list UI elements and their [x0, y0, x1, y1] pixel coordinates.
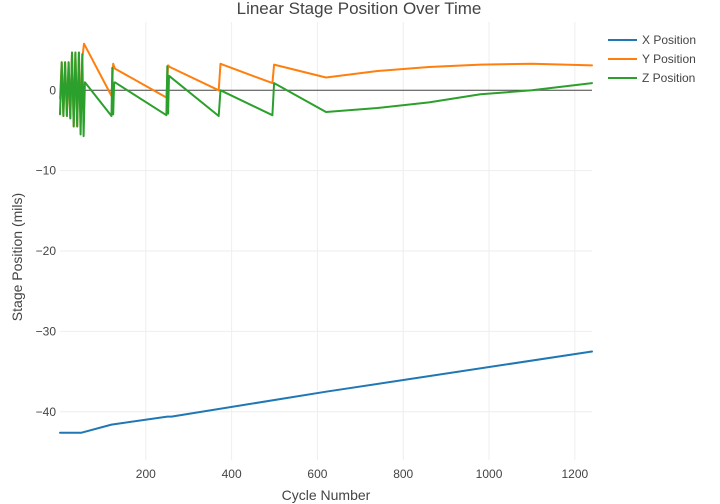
legend-label: X Position — [642, 33, 696, 47]
x-tick-label: 1000 — [476, 467, 503, 481]
x-tick-label: 400 — [222, 467, 242, 481]
chart-title: Linear Stage Position Over Time — [237, 0, 482, 18]
legend-item[interactable]: Z Position — [608, 71, 695, 85]
x-tick-label: 200 — [136, 467, 156, 481]
x-tick-label: 1200 — [561, 467, 588, 481]
x-tick-label: 800 — [393, 467, 413, 481]
tick-labels: 200 400 600 800 1000 1200 −40 −30 −20 −10 0 — [36, 83, 589, 481]
y-tick-label: −20 — [36, 244, 57, 258]
y-axis-title: Stage Position (mils) — [9, 193, 25, 321]
legend-label: Z Position — [642, 71, 695, 85]
legend: X Position Y Position Z Position — [608, 33, 696, 85]
y-tick-label: −10 — [36, 164, 57, 178]
x-axis-title: Cycle Number — [282, 487, 371, 503]
series-line-z-position — [59, 51, 593, 138]
series-line-y-position — [59, 42, 593, 128]
y-tick-label: −40 — [36, 405, 57, 419]
plot-area — [59, 42, 593, 434]
legend-item[interactable]: Y Position — [608, 52, 696, 66]
legend-item[interactable]: X Position — [608, 33, 696, 47]
grid-lines — [60, 22, 592, 460]
y-tick-label: 0 — [49, 83, 56, 97]
series-line-x-position — [59, 350, 593, 434]
y-tick-label: −30 — [36, 324, 57, 338]
legend-label: Y Position — [642, 52, 696, 66]
x-tick-label: 600 — [307, 467, 327, 481]
